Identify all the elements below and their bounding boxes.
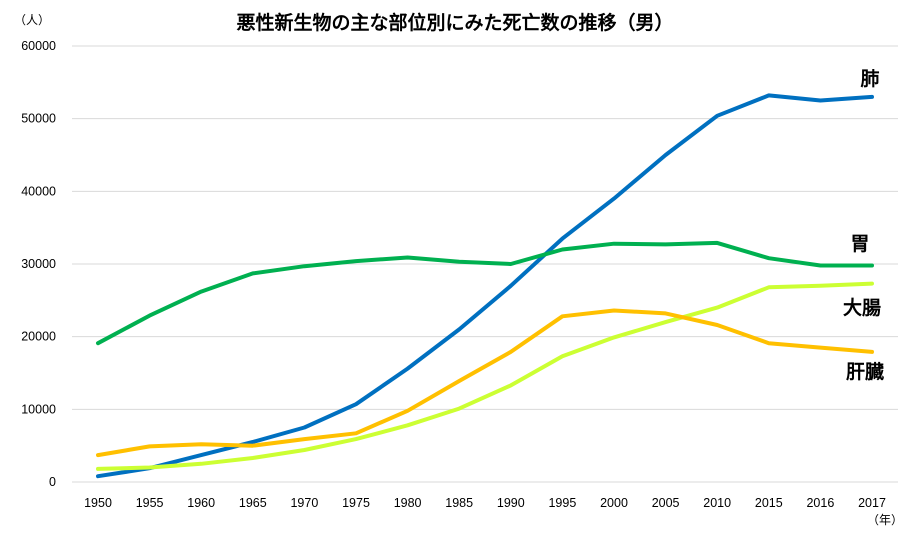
y-tick-label: 60000	[21, 39, 56, 53]
y-tick-label: 10000	[21, 402, 56, 416]
x-tick-label: 2015	[755, 496, 783, 510]
x-tick-label: 1995	[548, 496, 576, 510]
series-line-1	[96, 93, 874, 479]
series-lines	[96, 93, 874, 479]
series-line-4	[96, 308, 874, 458]
y-tick-label: 30000	[21, 257, 56, 271]
series-label: 肺	[860, 68, 879, 90]
x-tick-label: 2016	[806, 496, 834, 510]
series-label: 肝臓	[846, 361, 884, 383]
x-tick-label: 1980	[394, 496, 422, 510]
series-label: 胃	[850, 233, 869, 255]
y-tick-label: 40000	[21, 184, 56, 198]
x-tick-label: 1970	[290, 496, 318, 510]
y-axis-unit: （人）	[14, 13, 50, 27]
x-tick-label: 1985	[445, 496, 473, 510]
y-axis-ticks: 0 10000 20000 30000 40000 50000 60000	[21, 39, 56, 489]
gridlines	[72, 45, 898, 483]
x-tick-label: 2000	[600, 496, 628, 510]
x-axis-unit: （年）	[867, 513, 903, 527]
x-tick-label: 2005	[652, 496, 680, 510]
chart-title: 悪性新生物の主な部位別にみた死亡数の推移（男）	[236, 11, 673, 34]
x-axis-ticks: 1950 1955 1960 1965 1970 1975 1980 1985 1990 1995…	[84, 496, 886, 510]
series-label: 大腸	[843, 296, 881, 319]
y-tick-label: 50000	[21, 112, 56, 126]
x-tick-label: 1965	[239, 496, 267, 510]
x-tick-label: 1990	[497, 496, 525, 510]
series-line-2	[96, 240, 874, 346]
x-tick-label: 1950	[84, 496, 112, 510]
x-tick-label: 2010	[703, 496, 731, 510]
y-tick-label: 0	[49, 475, 56, 489]
x-tick-label: 1975	[342, 496, 370, 510]
x-tick-label: 1960	[187, 496, 215, 510]
x-tick-label: 1955	[136, 496, 164, 510]
x-tick-label: 2017	[858, 496, 886, 510]
y-tick-label: 20000	[21, 330, 56, 344]
series-line-3	[96, 281, 874, 471]
